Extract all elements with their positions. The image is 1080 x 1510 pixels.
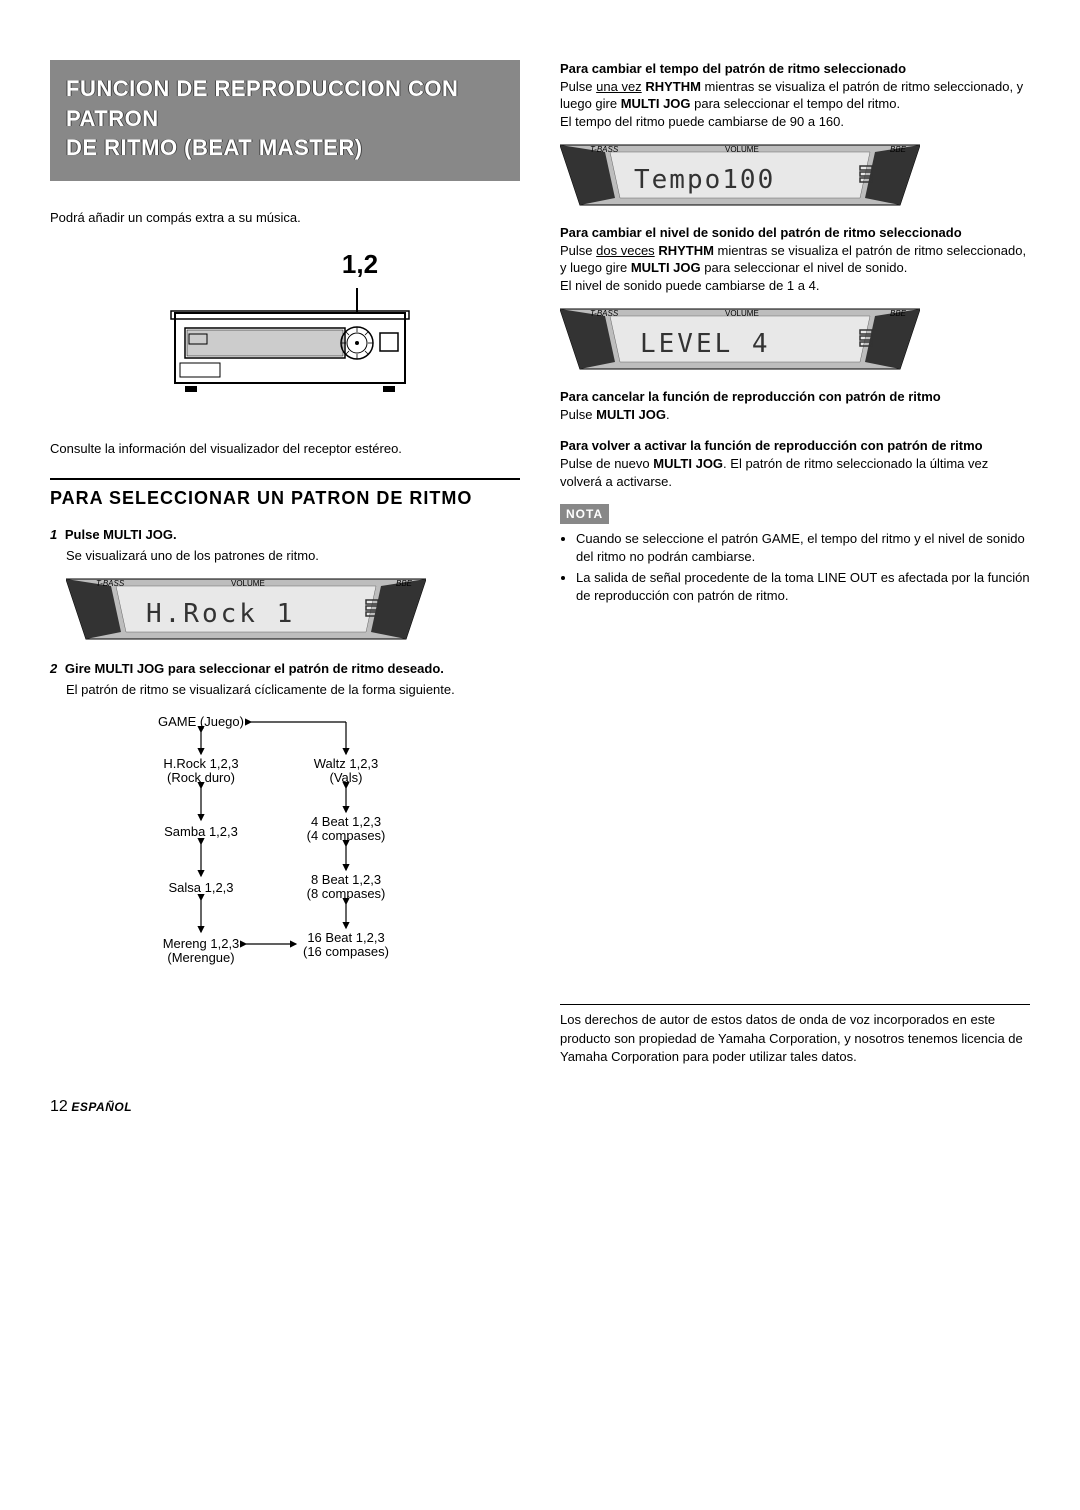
cycle-r0-main: Waltz 1,2,3 bbox=[314, 756, 379, 771]
step-1-desc: Se visualizará uno de los patrones de ri… bbox=[66, 547, 520, 565]
level-range: El nivel de sonido puede cambiarse de 1 … bbox=[560, 277, 1030, 295]
step-1: 1 Pulse MULTI JOG. Se visualizará uno de… bbox=[50, 526, 520, 644]
restart-body: Pulse de nuevo MULTI JOG. El patrón de r… bbox=[560, 455, 1030, 490]
display-panel-hrock: T-BASS VOLUME BBE H.Rock 1 bbox=[66, 574, 520, 644]
cycle-l1-main: Samba 1,2,3 bbox=[164, 824, 238, 839]
step-2-desc: El patrón de ritmo se visualizará cíclic… bbox=[66, 681, 520, 699]
intro-text: Podrá añadir un compás extra a su música… bbox=[50, 209, 520, 227]
cycle-r3-main: 16 Beat 1,2,3 bbox=[307, 930, 384, 945]
tempo-heading: Para cambiar el tempo del patrón de ritm… bbox=[560, 60, 1030, 78]
cycle-r1-main: 4 Beat 1,2,3 bbox=[311, 814, 381, 829]
panel-tempo-text: Tempo100 bbox=[634, 165, 775, 195]
cycle-l3-main: Mereng 1,2,3 bbox=[163, 936, 240, 951]
rhythm-cycle-diagram: GAME (Juego) H.Rock 1,2,3 (Rock duro) Sa… bbox=[66, 712, 520, 1007]
copyright-text: Los derechos de autor de estos datos de … bbox=[560, 1011, 1030, 1066]
cycle-r0-sub: (Vals) bbox=[330, 770, 363, 785]
copyright-block: Los derechos de autor de estos datos de … bbox=[560, 1004, 1030, 1066]
cycle-r2-sub: (8 compases) bbox=[307, 886, 386, 901]
page-number: 12 bbox=[50, 1098, 68, 1115]
title-line-2: DE RITMO (BEAT MASTER) bbox=[66, 133, 504, 163]
panel-display-text: H.Rock 1 bbox=[146, 599, 295, 629]
cancel-body: Pulse MULTI JOG. bbox=[560, 406, 1030, 424]
section-heading: PARA SELECCIONAR UN PATRON DE RITMO bbox=[50, 486, 520, 510]
panel-bbe-label: BBE bbox=[396, 579, 413, 588]
cycle-r2-main: 8 Beat 1,2,3 bbox=[311, 872, 381, 887]
cycle-r1-sub: (4 compases) bbox=[307, 828, 386, 843]
level-heading: Para cambiar el nivel de sonido del patr… bbox=[560, 224, 1030, 242]
cycle-top: GAME (Juego) bbox=[158, 714, 244, 729]
nota-label: NOTA bbox=[560, 504, 609, 524]
device-callout-label: 1,2 bbox=[50, 247, 520, 282]
svg-text:VOLUME: VOLUME bbox=[725, 309, 759, 318]
section-rule bbox=[50, 478, 520, 480]
nota-item-2: La salida de señal procedente de la toma… bbox=[576, 569, 1030, 604]
tempo-section: Para cambiar el tempo del patrón de ritm… bbox=[560, 60, 1030, 210]
device-figure: 1,2 bbox=[50, 247, 520, 413]
footer-language: ESPAÑOL bbox=[71, 1100, 132, 1114]
step-2-number: 2 bbox=[50, 661, 57, 676]
svg-text:VOLUME: VOLUME bbox=[725, 145, 759, 154]
title-line-1: FUNCION DE REPRODUCCION CON PATRON bbox=[66, 74, 504, 133]
copyright-rule bbox=[560, 1004, 1030, 1005]
level-section: Para cambiar el nivel de sonido del patr… bbox=[560, 224, 1030, 374]
svg-text:BBE: BBE bbox=[890, 309, 907, 318]
step-2-title: Gire MULTI JOG para seleccionar el patró… bbox=[65, 661, 444, 676]
section-title-block: FUNCION DE REPRODUCCION CON PATRON DE RI… bbox=[50, 60, 520, 181]
cycle-l0-sub: (Rock duro) bbox=[167, 770, 235, 785]
svg-text:T-BASS: T-BASS bbox=[590, 145, 619, 154]
step-1-number: 1 bbox=[50, 527, 57, 542]
display-panel-tempo: T-BASS VOLUME BBE Tempo100 bbox=[560, 140, 1030, 210]
figure-caption: Consulte la información del visualizador… bbox=[50, 440, 520, 458]
cancel-section: Para cancelar la función de reproducción… bbox=[560, 388, 1030, 423]
restart-section: Para volver a activar la función de repr… bbox=[560, 437, 1030, 490]
tempo-body: Pulse una vez RHYTHM mientras se visuali… bbox=[560, 78, 1030, 113]
nota-block: NOTA Cuando se seleccione el patrón GAME… bbox=[560, 504, 1030, 604]
restart-heading: Para volver a activar la función de repr… bbox=[560, 437, 1030, 455]
panel-volume-label: VOLUME bbox=[231, 579, 265, 588]
svg-text:T-BASS: T-BASS bbox=[590, 309, 619, 318]
level-body: Pulse dos veces RHYTHM mientras se visua… bbox=[560, 242, 1030, 277]
tempo-range: El tempo del ritmo puede cambiarse de 90… bbox=[560, 113, 1030, 131]
nota-item-1: Cuando se seleccione el patrón GAME, el … bbox=[576, 530, 1030, 565]
page-footer: 12 ESPAÑOL bbox=[50, 1096, 1030, 1118]
step-2: 2 Gire MULTI JOG para seleccionar el pat… bbox=[50, 660, 520, 1007]
cycle-l2-main: Salsa 1,2,3 bbox=[168, 880, 233, 895]
cancel-heading: Para cancelar la función de reproducción… bbox=[560, 388, 1030, 406]
cycle-l0-main: H.Rock 1,2,3 bbox=[163, 756, 238, 771]
nota-list: Cuando se seleccione el patrón GAME, el … bbox=[560, 530, 1030, 604]
cycle-l3-sub: (Merengue) bbox=[167, 950, 234, 965]
panel-tbass-label: T-BASS bbox=[96, 579, 125, 588]
panel-level-text: LEVEL 4 bbox=[640, 329, 771, 359]
step-1-title: Pulse MULTI JOG. bbox=[65, 527, 177, 542]
receiver-illustration bbox=[135, 288, 435, 408]
cycle-r3-sub: (16 compases) bbox=[303, 944, 389, 959]
display-panel-level: T-BASS VOLUME BBE LEVEL 4 bbox=[560, 304, 1030, 374]
svg-text:BBE: BBE bbox=[890, 145, 907, 154]
